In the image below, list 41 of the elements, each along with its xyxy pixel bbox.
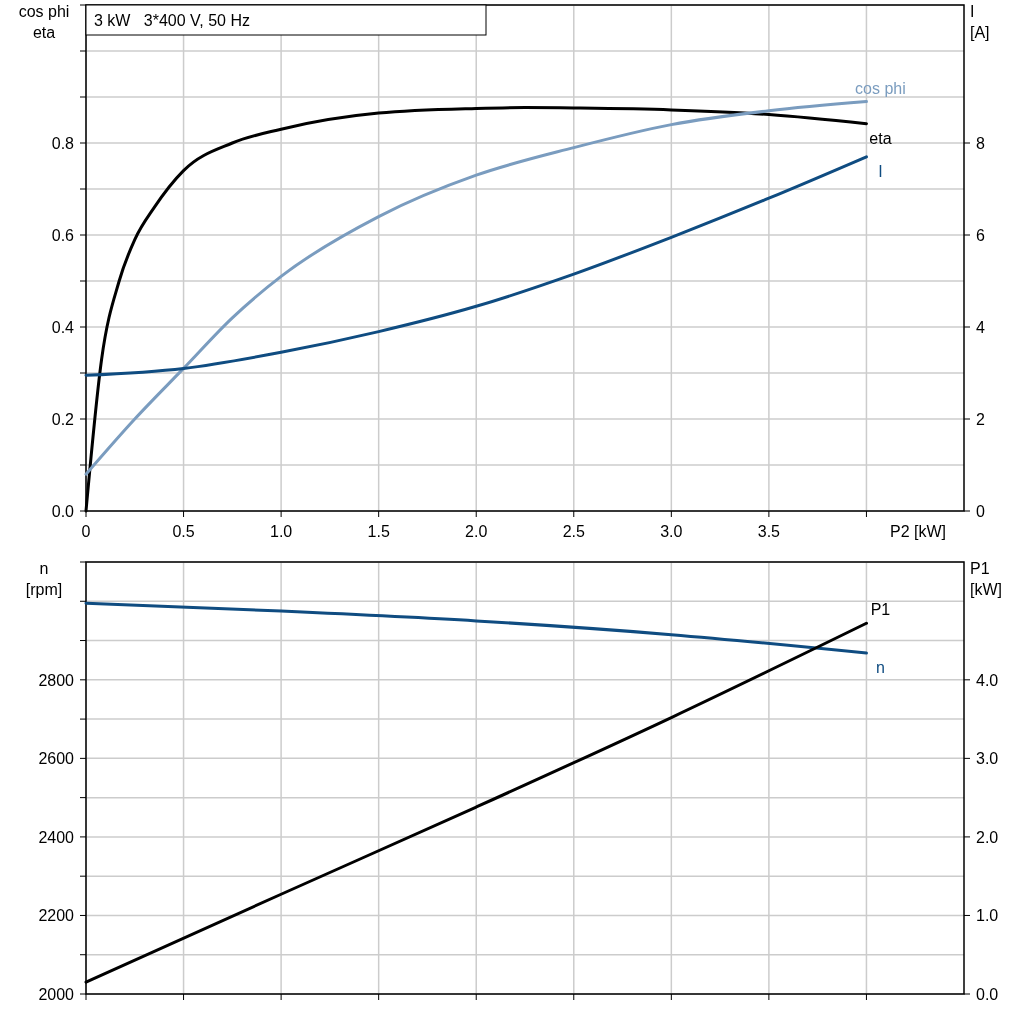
y-tick-label: 0.0 <box>51 503 75 520</box>
x-tick-label: 1.0 <box>269 523 293 540</box>
y-tick-label: 2800 <box>38 671 75 689</box>
y2-axis-title: I [A] <box>970 3 990 41</box>
y-axis-title: n [rpm] <box>25 560 63 598</box>
x-tick-label: 1.5 <box>367 523 390 540</box>
x-tick-label: 2.5 <box>562 523 585 540</box>
y-tick-label: 0.6 <box>51 227 75 244</box>
y2-tick-label: 6 <box>976 227 985 244</box>
y2-tick-label: 3.0 <box>976 750 999 768</box>
series-label: eta <box>869 129 892 147</box>
y2-tick-label: 4.0 <box>976 671 999 689</box>
x-tick-label: 2.0 <box>465 523 488 540</box>
x-tick-label: 0 <box>81 523 91 540</box>
y2-tick-label: 4 <box>976 319 985 336</box>
y2-tick-label: 0.0 <box>976 986 999 1003</box>
line-series <box>84 601 868 655</box>
y-tick-label: 2000 <box>38 986 75 1003</box>
y2-tick-label: 2.0 <box>976 828 999 846</box>
y2-tick-label: 0 <box>976 503 985 520</box>
y-tick-label: 0.4 <box>51 319 75 336</box>
y-tick-label: 2600 <box>38 750 75 768</box>
series-label: cos phi <box>855 79 906 97</box>
x-tick-label: 0.5 <box>172 523 195 540</box>
y-tick-label: 0.2 <box>51 411 75 428</box>
y2-tick-label: 1.0 <box>976 907 999 925</box>
series-label: P1 <box>870 601 891 619</box>
series-label: I <box>878 162 883 180</box>
x-axis-title: P2 [kW] <box>889 523 947 540</box>
y-tick-label: 2400 <box>38 828 75 846</box>
y-tick-label: 2200 <box>38 907 75 925</box>
y-tick-label: 0.8 <box>51 135 75 152</box>
chart-title: 3 kW 3*400 V, 50 Hz <box>94 12 250 29</box>
x-tick-label: 3.5 <box>757 523 781 540</box>
x-tick-label: 3.0 <box>660 523 683 540</box>
y2-tick-label: 2 <box>976 411 985 428</box>
series-label: n <box>875 659 885 677</box>
line-series <box>84 155 868 377</box>
y2-tick-label: 8 <box>976 135 985 152</box>
y2-axis-title: P1 [kW] <box>970 560 1002 598</box>
y-axis-title: cos phi eta <box>18 3 70 41</box>
